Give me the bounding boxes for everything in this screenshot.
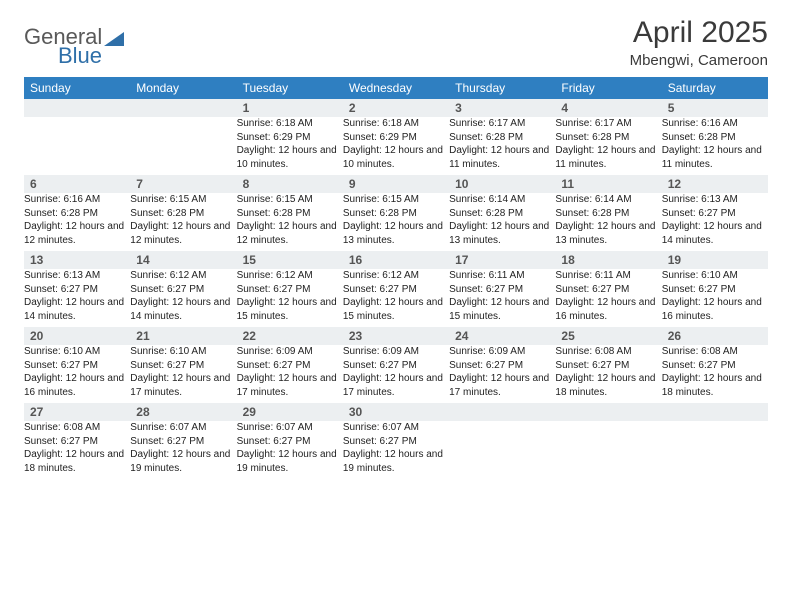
day-number-cell: 30	[343, 403, 449, 421]
week-number-row: 27282930	[24, 403, 768, 421]
weekday-header: Thursday	[449, 77, 555, 99]
day-detail-cell: Sunrise: 6:10 AMSunset: 6:27 PMDaylight:…	[24, 345, 130, 403]
day-number-cell: 11	[555, 175, 661, 193]
day-number-cell: 17	[449, 251, 555, 269]
week-detail-row: Sunrise: 6:10 AMSunset: 6:27 PMDaylight:…	[24, 345, 768, 403]
week-number-row: 6789101112	[24, 175, 768, 193]
day-detail-cell: Sunrise: 6:07 AMSunset: 6:27 PMDaylight:…	[343, 421, 449, 479]
weekday-header-row: Sunday Monday Tuesday Wednesday Thursday…	[24, 77, 768, 99]
day-number-cell: 13	[24, 251, 130, 269]
weekday-header: Friday	[555, 77, 661, 99]
weekday-header: Monday	[130, 77, 236, 99]
day-detail-cell	[24, 117, 130, 175]
day-detail-cell: Sunrise: 6:08 AMSunset: 6:27 PMDaylight:…	[24, 421, 130, 479]
day-detail-cell: Sunrise: 6:07 AMSunset: 6:27 PMDaylight:…	[130, 421, 236, 479]
day-number-cell: 8	[237, 175, 343, 193]
day-detail-cell: Sunrise: 6:14 AMSunset: 6:28 PMDaylight:…	[449, 193, 555, 251]
day-number-cell: 21	[130, 327, 236, 345]
day-number-cell	[662, 403, 768, 421]
day-number-cell	[130, 99, 236, 117]
day-number-cell	[24, 99, 130, 117]
day-detail-cell	[555, 421, 661, 479]
day-detail-cell	[130, 117, 236, 175]
day-number-cell: 10	[449, 175, 555, 193]
day-number-cell: 29	[237, 403, 343, 421]
day-number-cell	[449, 403, 555, 421]
day-number-cell: 16	[343, 251, 449, 269]
day-number-cell: 28	[130, 403, 236, 421]
day-detail-cell: Sunrise: 6:08 AMSunset: 6:27 PMDaylight:…	[555, 345, 661, 403]
day-number-cell: 27	[24, 403, 130, 421]
day-number-cell: 6	[24, 175, 130, 193]
day-detail-cell: Sunrise: 6:14 AMSunset: 6:28 PMDaylight:…	[555, 193, 661, 251]
week-detail-row: Sunrise: 6:16 AMSunset: 6:28 PMDaylight:…	[24, 193, 768, 251]
weekday-header: Saturday	[662, 77, 768, 99]
day-number-cell: 9	[343, 175, 449, 193]
day-number-cell: 5	[662, 99, 768, 117]
day-detail-cell: Sunrise: 6:15 AMSunset: 6:28 PMDaylight:…	[343, 193, 449, 251]
day-detail-cell	[662, 421, 768, 479]
day-detail-cell: Sunrise: 6:18 AMSunset: 6:29 PMDaylight:…	[343, 117, 449, 175]
day-detail-cell: Sunrise: 6:12 AMSunset: 6:27 PMDaylight:…	[130, 269, 236, 327]
weekday-header: Tuesday	[237, 77, 343, 99]
day-number-cell: 3	[449, 99, 555, 117]
day-number-cell: 4	[555, 99, 661, 117]
day-number-cell: 7	[130, 175, 236, 193]
day-number-cell: 22	[237, 327, 343, 345]
calendar-body: 12345Sunrise: 6:18 AMSunset: 6:29 PMDayl…	[24, 99, 768, 479]
day-number-cell: 15	[237, 251, 343, 269]
week-detail-row: Sunrise: 6:08 AMSunset: 6:27 PMDaylight:…	[24, 421, 768, 479]
day-detail-cell: Sunrise: 6:11 AMSunset: 6:27 PMDaylight:…	[555, 269, 661, 327]
day-detail-cell: Sunrise: 6:09 AMSunset: 6:27 PMDaylight:…	[237, 345, 343, 403]
day-number-cell: 24	[449, 327, 555, 345]
day-detail-cell: Sunrise: 6:17 AMSunset: 6:28 PMDaylight:…	[555, 117, 661, 175]
logo-text-blue: Blue	[24, 43, 102, 69]
weekday-header: Wednesday	[343, 77, 449, 99]
week-detail-row: Sunrise: 6:18 AMSunset: 6:29 PMDaylight:…	[24, 117, 768, 175]
day-detail-cell: Sunrise: 6:08 AMSunset: 6:27 PMDaylight:…	[662, 345, 768, 403]
day-number-cell: 2	[343, 99, 449, 117]
calendar-table: Sunday Monday Tuesday Wednesday Thursday…	[24, 77, 768, 479]
day-detail-cell: Sunrise: 6:13 AMSunset: 6:27 PMDaylight:…	[662, 193, 768, 251]
day-detail-cell: Sunrise: 6:15 AMSunset: 6:28 PMDaylight:…	[130, 193, 236, 251]
day-number-cell: 12	[662, 175, 768, 193]
day-number-cell: 23	[343, 327, 449, 345]
day-detail-cell: Sunrise: 6:12 AMSunset: 6:27 PMDaylight:…	[237, 269, 343, 327]
day-detail-cell: Sunrise: 6:13 AMSunset: 6:27 PMDaylight:…	[24, 269, 130, 327]
day-detail-cell: Sunrise: 6:10 AMSunset: 6:27 PMDaylight:…	[130, 345, 236, 403]
day-number-cell: 25	[555, 327, 661, 345]
weekday-header: Sunday	[24, 77, 130, 99]
day-detail-cell: Sunrise: 6:09 AMSunset: 6:27 PMDaylight:…	[449, 345, 555, 403]
day-number-cell: 19	[662, 251, 768, 269]
day-number-cell: 20	[24, 327, 130, 345]
day-detail-cell: Sunrise: 6:15 AMSunset: 6:28 PMDaylight:…	[237, 193, 343, 251]
day-number-cell: 18	[555, 251, 661, 269]
day-number-cell: 26	[662, 327, 768, 345]
day-detail-cell: Sunrise: 6:17 AMSunset: 6:28 PMDaylight:…	[449, 117, 555, 175]
day-detail-cell: Sunrise: 6:18 AMSunset: 6:29 PMDaylight:…	[237, 117, 343, 175]
day-detail-cell: Sunrise: 6:12 AMSunset: 6:27 PMDaylight:…	[343, 269, 449, 327]
day-detail-cell	[449, 421, 555, 479]
day-detail-cell: Sunrise: 6:16 AMSunset: 6:28 PMDaylight:…	[662, 117, 768, 175]
calendar-page: General April 2025 Mbengwi, Cameroon Blu…	[0, 0, 792, 489]
day-number-cell: 1	[237, 99, 343, 117]
week-number-row: 20212223242526	[24, 327, 768, 345]
day-detail-cell: Sunrise: 6:07 AMSunset: 6:27 PMDaylight:…	[237, 421, 343, 479]
day-number-cell: 14	[130, 251, 236, 269]
day-detail-cell: Sunrise: 6:10 AMSunset: 6:27 PMDaylight:…	[662, 269, 768, 327]
day-detail-cell: Sunrise: 6:09 AMSunset: 6:27 PMDaylight:…	[343, 345, 449, 403]
week-number-row: 12345	[24, 99, 768, 117]
day-number-cell	[555, 403, 661, 421]
day-detail-cell: Sunrise: 6:16 AMSunset: 6:28 PMDaylight:…	[24, 193, 130, 251]
day-detail-cell: Sunrise: 6:11 AMSunset: 6:27 PMDaylight:…	[449, 269, 555, 327]
week-number-row: 13141516171819	[24, 251, 768, 269]
week-detail-row: Sunrise: 6:13 AMSunset: 6:27 PMDaylight:…	[24, 269, 768, 327]
